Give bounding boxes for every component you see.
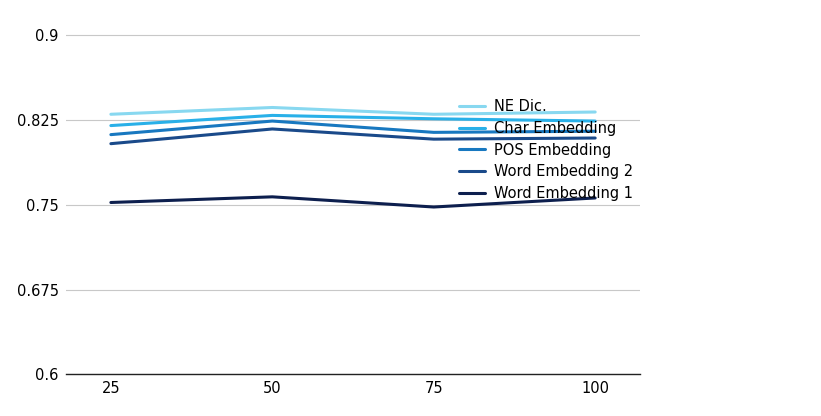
POS Embedding bbox=[106, 132, 116, 137]
Char Embedding bbox=[268, 113, 277, 118]
NE Dic. bbox=[268, 105, 277, 110]
Char Embedding bbox=[429, 116, 438, 121]
POS Embedding bbox=[429, 130, 438, 135]
Word Embedding 2 bbox=[106, 141, 116, 146]
NE Dic. bbox=[429, 112, 438, 117]
Legend: NE Dic., Char Embedding, POS Embedding, Word Embedding 2, Word Embedding 1: NE Dic., Char Embedding, POS Embedding, … bbox=[459, 99, 633, 201]
NE Dic. bbox=[590, 109, 600, 114]
Line: NE Dic.: NE Dic. bbox=[111, 107, 595, 114]
Word Embedding 2 bbox=[429, 136, 438, 141]
Line: Char Embedding: Char Embedding bbox=[111, 115, 595, 126]
Word Embedding 1 bbox=[429, 205, 438, 210]
POS Embedding bbox=[590, 129, 600, 134]
POS Embedding bbox=[268, 119, 277, 124]
Word Embedding 2 bbox=[268, 126, 277, 131]
NE Dic. bbox=[106, 112, 116, 117]
Line: Word Embedding 2: Word Embedding 2 bbox=[111, 129, 595, 144]
Line: POS Embedding: POS Embedding bbox=[111, 121, 595, 135]
Word Embedding 1 bbox=[590, 196, 600, 201]
Line: Word Embedding 1: Word Embedding 1 bbox=[111, 197, 595, 207]
Word Embedding 1 bbox=[106, 200, 116, 205]
Char Embedding bbox=[106, 123, 116, 128]
Word Embedding 2 bbox=[590, 136, 600, 141]
Char Embedding bbox=[590, 119, 600, 124]
Word Embedding 1 bbox=[268, 194, 277, 199]
